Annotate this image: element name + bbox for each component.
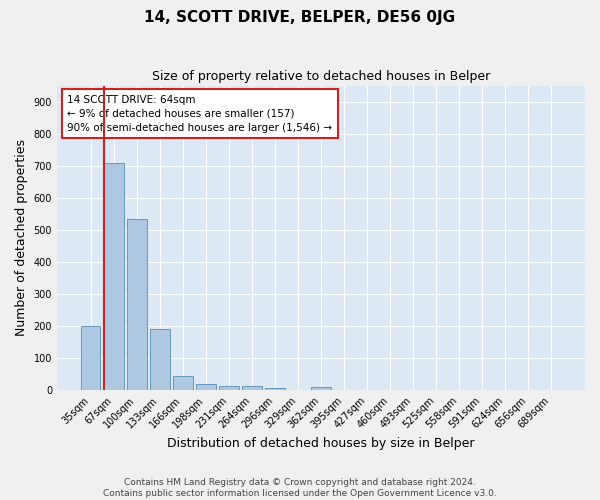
Bar (150, 330, 170, 390)
X-axis label: Distribution of detached houses by size in Belper: Distribution of detached houses by size … (167, 437, 475, 450)
Bar (265, 388, 284, 390)
Title: Size of property relative to detached houses in Belper: Size of property relative to detached ho… (152, 70, 490, 83)
Text: 14 SCOTT DRIVE: 64sqm
← 9% of detached houses are smaller (157)
90% of semi-deta: 14 SCOTT DRIVE: 64sqm ← 9% of detached h… (67, 94, 332, 132)
Text: 14, SCOTT DRIVE, BELPER, DE56 0JG: 14, SCOTT DRIVE, BELPER, DE56 0JG (145, 10, 455, 25)
Bar (219, 386, 239, 390)
Bar (173, 376, 193, 390)
Text: Contains HM Land Registry data © Crown copyright and database right 2024.
Contai: Contains HM Land Registry data © Crown c… (103, 478, 497, 498)
Bar (127, 218, 146, 390)
Bar (196, 384, 215, 390)
Bar (81, 326, 100, 390)
Bar (311, 388, 331, 390)
Y-axis label: Number of detached properties: Number of detached properties (15, 140, 28, 336)
Bar (104, 162, 124, 390)
Bar (242, 386, 262, 390)
